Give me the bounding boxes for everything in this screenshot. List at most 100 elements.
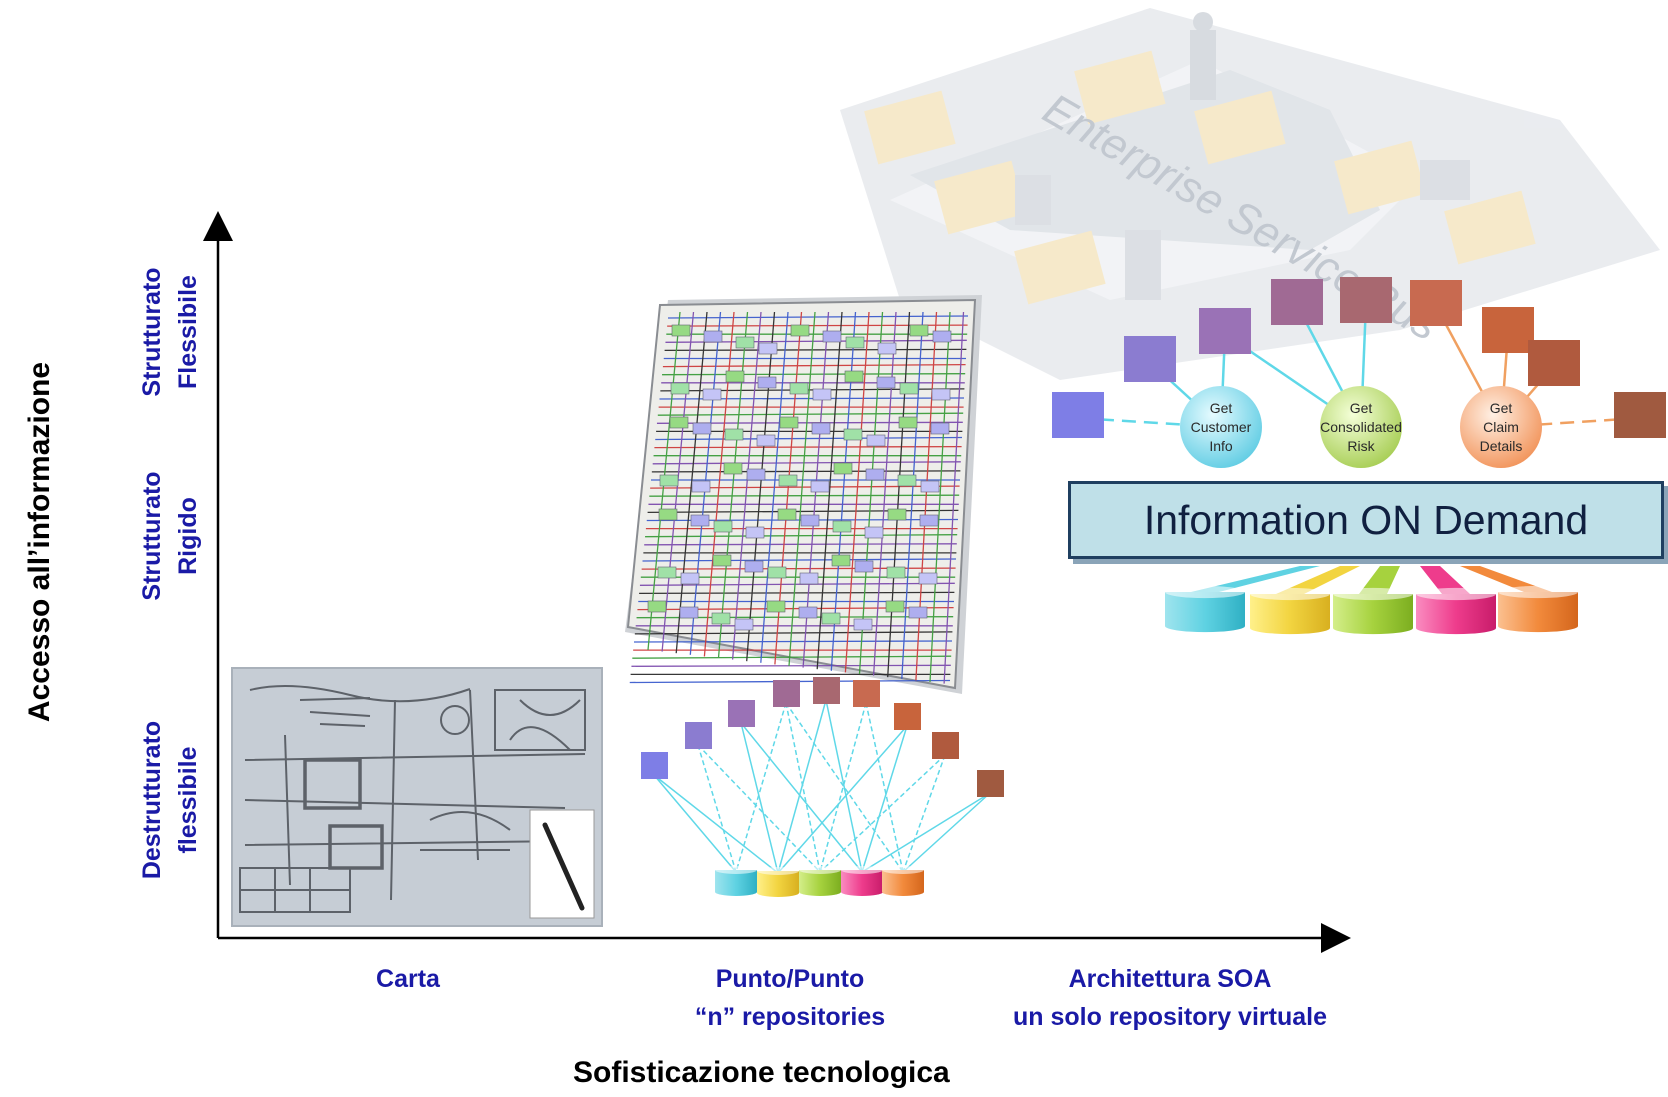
diagram-box (777, 508, 797, 521)
service-line: Info (1209, 437, 1233, 454)
x-level-soa: Architettura SOA un solo repository virtu… (960, 960, 1380, 1036)
diagram-box (908, 606, 928, 619)
drum-body (757, 871, 799, 893)
x-level-line1: Carta (376, 965, 440, 993)
diagram-line (633, 640, 953, 643)
drum-bottom (841, 888, 883, 896)
y-level-line1: Destrutturato (138, 720, 166, 880)
system-square (1410, 280, 1462, 326)
diagram-line (675, 311, 708, 654)
network-link (740, 722, 863, 873)
diagram-line (667, 315, 969, 319)
diagram-box (669, 416, 689, 429)
diagram-box (866, 434, 886, 447)
diagram-box (735, 336, 755, 349)
diagram-box (779, 416, 799, 429)
diagram-line (858, 311, 884, 675)
diagram-box (821, 612, 841, 625)
diagram-line (929, 311, 951, 683)
diagram-box (885, 600, 905, 613)
diagram-box (789, 382, 809, 395)
system-square (1199, 308, 1251, 354)
diagram-box (832, 520, 852, 533)
drum-top (799, 866, 841, 874)
drum-top (882, 866, 924, 874)
repository-drum (841, 866, 883, 896)
diagram-line (731, 311, 762, 660)
diagram-box (798, 606, 818, 619)
diagram-line (760, 311, 789, 663)
soa-network (1052, 277, 1666, 635)
network-link (653, 774, 737, 873)
diagram-line (642, 558, 957, 562)
y-level-strutturato-rigido: Strutturato Rigido (134, 436, 206, 636)
drum-top (1498, 585, 1578, 599)
drum-body (799, 870, 841, 892)
diagram-box (800, 514, 820, 527)
diagram-box (692, 422, 712, 435)
drum-bottom (799, 888, 841, 896)
diagram-box (812, 388, 832, 401)
diagram-line (639, 591, 955, 595)
network-link (735, 702, 787, 873)
diagram-box (886, 566, 906, 579)
drum-top (841, 866, 883, 874)
x-level-line1: Punto/Punto (715, 965, 865, 993)
point-to-point-network (641, 677, 1004, 897)
service-line: Consolidated (1320, 418, 1402, 435)
diagram-box (723, 462, 743, 475)
diagram-box (647, 600, 667, 613)
diagram-box (909, 324, 929, 337)
diagram-box (724, 428, 744, 441)
diagram-box (778, 474, 798, 487)
diagram-box (767, 566, 787, 579)
repository-drum (1250, 587, 1330, 635)
service-get-consolidated-risk: Get Consolidated Risk (1320, 386, 1402, 468)
service-get-customer-info: Get Customer Info (1180, 386, 1262, 468)
diagram-box (853, 618, 873, 631)
repository-drum (1498, 585, 1578, 633)
diagram-box (659, 474, 679, 487)
diagram-box (658, 508, 678, 521)
system-square (1124, 336, 1176, 382)
y-axis-title: Accesso all’informazione (23, 361, 56, 723)
network-link (819, 702, 867, 873)
diagram-box (932, 330, 952, 343)
service-line: Details (1479, 437, 1523, 454)
paper-sketch-image (231, 667, 603, 927)
diagram-box (766, 600, 786, 613)
diagram-box (844, 370, 864, 383)
diagram-line (645, 534, 958, 538)
system-square (853, 680, 880, 707)
diagram-box (679, 606, 699, 619)
drum-top (1416, 587, 1496, 601)
diagram-box (712, 554, 732, 567)
x-level-punto-punto: Punto/Punto “n” repositories (650, 960, 930, 1036)
y-level-strutturato-flessibile: Strutturato Flessibile (134, 232, 206, 432)
diagram-line (901, 311, 924, 679)
pencil-icon (542, 822, 585, 911)
drum-top (1165, 585, 1245, 599)
repository-drum (1333, 587, 1413, 635)
service-line: Risk (1347, 437, 1375, 454)
drum-top (1333, 587, 1413, 601)
drum-bottom (882, 888, 924, 896)
diagram-box (657, 566, 677, 579)
repository-drum (799, 866, 841, 896)
diagram-box (877, 342, 897, 355)
y-level-line2: Rigido (174, 497, 202, 575)
diagram-line (816, 311, 843, 670)
network-link (785, 702, 904, 873)
network-link (861, 725, 908, 873)
diagram-box (876, 376, 896, 389)
system-square (932, 732, 959, 759)
service-line: Get (1349, 399, 1373, 416)
diagram-box (865, 468, 885, 481)
diagram-line (649, 494, 960, 497)
network-link (902, 754, 946, 873)
x-level-line1: Architettura SOA (1068, 965, 1272, 993)
network-link (861, 792, 991, 873)
information-on-demand-box: Information ON Demand (1068, 481, 1664, 559)
y-level-line1: Strutturato (138, 267, 166, 397)
diagram-box (930, 422, 950, 435)
